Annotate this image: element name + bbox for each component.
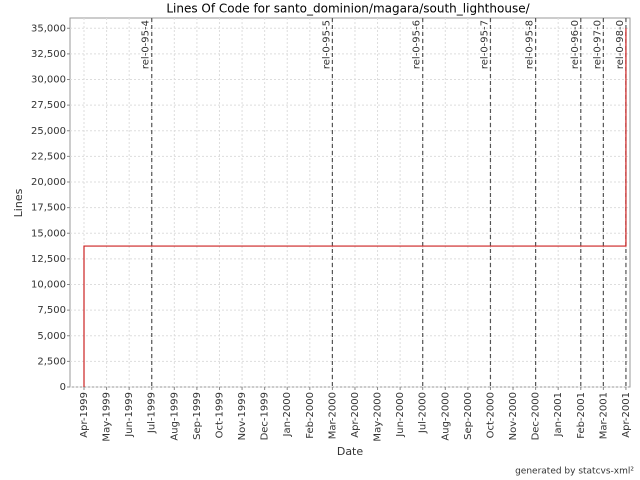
x-tick-label: Mar-2001	[598, 392, 609, 439]
x-tick-label: Aug-2000	[440, 392, 451, 441]
x-tick-label: Nov-2000	[508, 392, 519, 440]
release-label: rel-0-98-0	[615, 20, 626, 69]
x-tick-label: Sep-1999	[192, 392, 203, 440]
x-tick-label: Feb-2001	[576, 392, 587, 439]
x-tick-label: Oct-2000	[485, 392, 496, 438]
x-tick-label: Jan-2000	[282, 392, 293, 437]
loc-line	[83, 28, 627, 387]
x-tick-label: Apr-1999	[79, 392, 90, 438]
x-tick-label: Jul-1999	[147, 392, 158, 434]
release-label: rel-0-97-0	[592, 20, 603, 69]
release-label: rel-0-95-8	[525, 20, 536, 69]
y-tick-label: 35,000	[31, 23, 66, 34]
x-tick-label: Jun-2000	[395, 392, 406, 438]
release-label: rel-0-95-4	[141, 20, 152, 69]
x-tick-label: Mar-2000	[327, 392, 338, 439]
footer: generated by statcvs-xml²	[515, 467, 634, 477]
x-tick-label: Jun-1999	[124, 392, 135, 438]
x-axis-label: Date	[337, 445, 364, 458]
chart-title: Lines Of Code for santo_dominion/magara/…	[166, 2, 530, 16]
x-tick-label: May-1999	[102, 392, 113, 442]
y-tick-label: 27,500	[31, 100, 66, 111]
y-tick-label: 10,000	[31, 280, 66, 291]
x-tick-label: Oct-1999	[214, 392, 225, 438]
plot: 0 2,500 5,000 7,500 10,000 12,500 15,000 17,500…	[31, 17, 632, 442]
x-tick-label: Nov-1999	[237, 392, 248, 440]
y-tick-label: 2,500	[37, 356, 66, 367]
x-tick-label: Feb-2000	[305, 392, 316, 439]
y-tick-label: 12,500	[31, 254, 66, 265]
y-tick-label: 0	[60, 382, 66, 393]
x-tick-label: Aug-1999	[169, 392, 180, 441]
plot-area	[69, 17, 631, 388]
y-tick-label: 7,500	[37, 305, 66, 316]
x-tick-label: Dec-2000	[531, 392, 542, 440]
y-tick-label: 17,500	[31, 203, 66, 214]
release-label: rel-0-95-5	[321, 20, 332, 69]
y-tick-label: 15,000	[31, 228, 66, 239]
x-tick-label: Sep-2000	[463, 392, 474, 440]
x-tick-label: Jul-2000	[418, 392, 429, 434]
y-tick-label: 20,000	[31, 177, 66, 188]
x-tick-label: May-2000	[373, 392, 384, 442]
x-tick-label: Apr-2001	[621, 392, 632, 438]
y-tick-label: 25,000	[31, 126, 66, 137]
y-tick-label: 22,500	[31, 151, 66, 162]
x-tick-label: Dec-1999	[260, 392, 271, 440]
release-label: rel-0-95-6	[412, 20, 423, 69]
release-label: rel-0-95-7	[479, 20, 490, 69]
x-tick-label: Apr-2000	[350, 392, 361, 438]
x-tick-label: Jan-2001	[553, 392, 564, 437]
y-tick-label: 32,500	[31, 49, 66, 60]
y-tick-label: 30,000	[31, 75, 66, 86]
release-label: rel-0-96-0	[570, 20, 581, 69]
y-axis-label: Lines	[12, 188, 25, 217]
y-tick-label: 5,000	[37, 331, 66, 342]
